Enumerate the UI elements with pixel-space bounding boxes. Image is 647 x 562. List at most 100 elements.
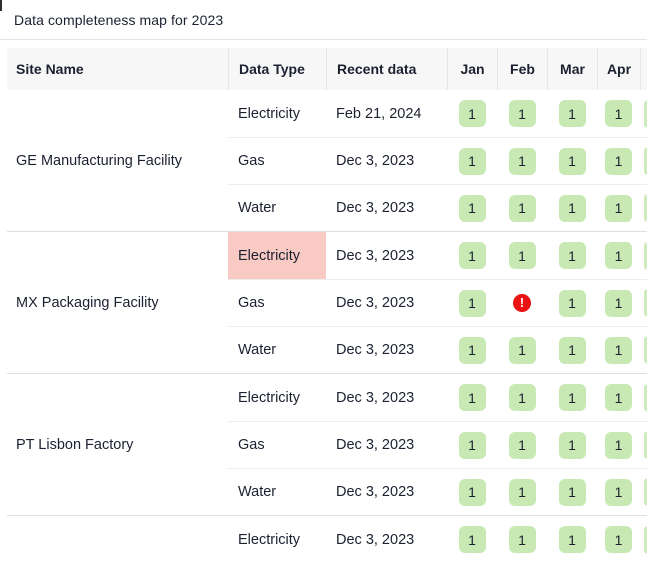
completeness-badge[interactable]: 1 xyxy=(458,336,486,364)
site-name-cell xyxy=(7,516,228,562)
site-name-cell: GE Manufacturing Facility xyxy=(16,152,183,169)
table-row: Electricity Dec 3, 2023 1 1 1 1 xyxy=(228,232,647,279)
completeness-badge[interactable]: 1 xyxy=(605,242,632,269)
completeness-badge[interactable]: 1 xyxy=(605,289,632,317)
month-cell-feb: 1 xyxy=(497,469,547,515)
completeness-badge[interactable]: 1 xyxy=(458,100,486,127)
partial-next-month-badge xyxy=(644,289,647,317)
month-cell-apr: 1 xyxy=(597,422,640,468)
left-edge-tick xyxy=(0,0,2,11)
table-row: Electricity Dec 3, 2023 1 1 1 1 xyxy=(228,516,647,562)
completeness-badge[interactable]: 1 xyxy=(508,526,536,553)
alert-icon[interactable]: ! xyxy=(513,294,531,312)
column-header-recent-data: Recent data xyxy=(326,48,447,90)
completeness-badge[interactable]: 1 xyxy=(508,147,536,175)
month-cell-mar: 1 xyxy=(547,516,597,562)
site-name-cell: MX Packaging Facility xyxy=(16,294,159,311)
page-title: Data completeness map for 2023 xyxy=(14,11,224,28)
completeness-badge[interactable]: 1 xyxy=(458,384,486,411)
month-cell-mar: 1 xyxy=(547,374,597,421)
completeness-badge[interactable]: 1 xyxy=(508,478,536,506)
site-group: PT Lisbon Factory Electricity Dec 3, 2023 1… xyxy=(7,373,647,515)
completeness-badge[interactable]: 1 xyxy=(458,289,486,317)
data-type-cell: Water xyxy=(238,200,277,216)
site-group: GE Manufacturing Facility Electricity Feb … xyxy=(7,90,647,231)
partial-next-month-badge xyxy=(644,242,647,269)
completeness-badge[interactable]: 1 xyxy=(558,289,586,317)
completeness-badge[interactable]: 1 xyxy=(558,100,586,127)
completeness-badge[interactable]: 1 xyxy=(458,431,486,459)
completeness-badge[interactable]: 1 xyxy=(558,147,586,175)
completeness-badge[interactable]: 1 xyxy=(558,336,586,364)
month-cell-mar: 1 xyxy=(547,185,597,231)
completeness-badge[interactable]: 1 xyxy=(605,336,632,364)
column-header-clipped-next xyxy=(640,48,647,90)
completeness-badge[interactable]: 1 xyxy=(458,147,486,175)
month-cell-jan: 1 xyxy=(447,185,497,231)
recent-data-cell: Dec 3, 2023 xyxy=(336,295,415,311)
month-cell-apr: 1 xyxy=(597,185,640,231)
table-row: Water Dec 3, 2023 1 1 1 1 xyxy=(228,184,647,231)
completeness-badge[interactable]: 1 xyxy=(558,431,586,459)
month-cell-mar: 1 xyxy=(547,232,597,279)
table-row: Water Dec 3, 2023 1 1 1 1 xyxy=(228,326,647,373)
completeness-badge[interactable]: 1 xyxy=(458,526,486,553)
recent-data-cell: Dec 3, 2023 xyxy=(336,437,415,453)
table-row: Water Dec 3, 2023 1 1 1 1 xyxy=(228,468,647,515)
completeness-badge[interactable]: 1 xyxy=(558,384,586,411)
partial-next-month-badge xyxy=(644,336,647,364)
month-cell-apr: 1 xyxy=(597,327,640,373)
data-type-cell: Electricity xyxy=(238,389,301,406)
recent-data-cell: Dec 3, 2023 xyxy=(336,531,415,548)
completeness-badge[interactable]: 1 xyxy=(605,147,632,175)
table-header: Site Name Data Type Recent data Jan Feb … xyxy=(7,48,647,90)
month-cell-jan: 1 xyxy=(447,374,497,421)
month-cell-mar: 1 xyxy=(547,280,597,326)
month-cell-feb: 1 xyxy=(497,327,547,373)
completeness-badge[interactable]: 1 xyxy=(605,478,632,506)
completeness-badge[interactable]: 1 xyxy=(508,384,536,411)
completeness-badge[interactable]: 1 xyxy=(558,526,586,553)
month-cell-apr: 1 xyxy=(597,138,640,184)
month-cell-jan: 1 xyxy=(447,90,497,137)
completeness-badge[interactable]: 1 xyxy=(508,194,536,222)
month-cell-jan: 1 xyxy=(447,469,497,515)
completeness-badge[interactable]: 1 xyxy=(558,194,586,222)
completeness-badge[interactable]: 1 xyxy=(605,100,632,127)
completeness-badge[interactable]: 1 xyxy=(508,336,536,364)
data-type-cell: Gas xyxy=(238,153,265,169)
column-header-feb: Feb xyxy=(497,48,547,90)
month-cell-apr: 1 xyxy=(597,374,640,421)
month-cell-mar: 1 xyxy=(547,327,597,373)
table-row: Gas Dec 3, 2023 1 1 1 1 xyxy=(228,137,647,184)
site-name-cell: PT Lisbon Factory xyxy=(16,436,134,453)
completeness-badge[interactable]: 1 xyxy=(458,242,486,269)
completeness-badge[interactable]: 1 xyxy=(508,242,536,269)
completeness-badge[interactable]: 1 xyxy=(605,431,632,459)
recent-data-cell: Dec 3, 2023 xyxy=(336,247,415,264)
data-type-cell: Gas xyxy=(238,437,265,453)
completeness-badge[interactable]: 1 xyxy=(458,478,486,506)
completeness-badge[interactable]: 1 xyxy=(508,100,536,127)
completeness-badge[interactable]: 1 xyxy=(558,242,586,269)
column-header-site-name: Site Name xyxy=(16,61,84,77)
data-type-cell: Water xyxy=(238,484,277,500)
title-bar: Data completeness map for 2023 xyxy=(0,0,647,40)
completeness-badge[interactable]: 1 xyxy=(508,431,536,459)
completeness-badge[interactable]: 1 xyxy=(558,478,586,506)
column-header-jan: Jan xyxy=(447,48,497,90)
recent-data-cell: Dec 3, 2023 xyxy=(336,342,415,358)
completeness-badge[interactable]: 1 xyxy=(605,526,632,553)
data-type-cell: Water xyxy=(238,342,277,358)
completeness-badge[interactable]: 1 xyxy=(605,384,632,411)
month-cell-jan: 1 xyxy=(447,138,497,184)
month-cell-jan: 1 xyxy=(447,422,497,468)
month-cell-jan: 1 xyxy=(447,516,497,562)
partial-next-month-badge xyxy=(644,100,647,127)
data-type-cell-highlighted: Electricity xyxy=(228,232,326,279)
completeness-badge[interactable]: 1 xyxy=(458,194,486,222)
column-header-mar: Mar xyxy=(547,48,597,90)
site-group: MX Packaging Facility Electricity Dec 3, 2… xyxy=(7,231,647,373)
column-header-apr: Apr xyxy=(597,48,640,90)
completeness-badge[interactable]: 1 xyxy=(605,194,632,222)
